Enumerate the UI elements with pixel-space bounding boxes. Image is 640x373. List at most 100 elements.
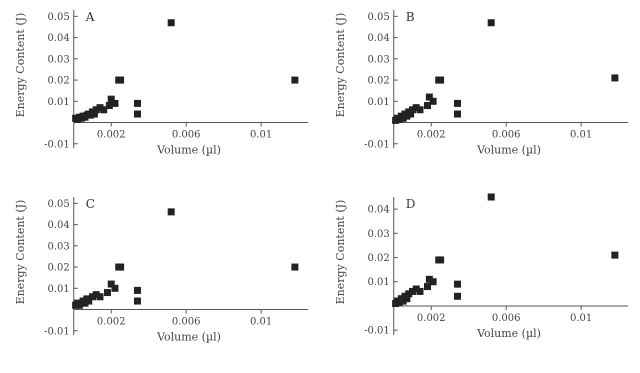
data-point <box>81 299 89 307</box>
y-tick-label: -0.01 <box>44 326 70 337</box>
data-point <box>105 102 113 110</box>
data-point <box>408 287 416 295</box>
x-tick-label: 0.002 <box>97 317 126 328</box>
data-point <box>291 76 299 84</box>
x-tick-label: 0.002 <box>417 130 446 141</box>
chart-d-svg: -0.01 0.01 0.02 0.03 0.04 0.002 0.006 0.01 Volum… <box>334 193 628 340</box>
chart-b-svg: -0.01 0.01 0.02 0.03 0.04 0.05 0.002 0.006 0.01 V… <box>334 10 628 157</box>
data-point <box>611 74 619 82</box>
x-axis-title: Volume (µl) <box>156 331 221 344</box>
x-tick-label: 0.006 <box>172 317 201 328</box>
x-axis-title: Volume (µl) <box>476 144 541 157</box>
y-tick-label: 0.04 <box>367 205 389 216</box>
data-point <box>133 99 141 107</box>
y-tick-label: 0.02 <box>367 76 389 87</box>
data-point <box>611 251 619 259</box>
data-point <box>453 110 461 118</box>
data-point <box>429 278 437 286</box>
y-tick-label: -0.01 <box>44 139 70 150</box>
y-tick-label: 0.03 <box>47 54 69 65</box>
y-tick-label: 0.05 <box>367 12 389 23</box>
data-point <box>107 95 115 103</box>
x-axis-title: Volume (µl) <box>476 327 541 340</box>
data-point <box>425 93 433 101</box>
y-tick-label: 0.02 <box>367 253 389 264</box>
data-point <box>403 112 411 120</box>
data-point <box>423 283 431 291</box>
data-point <box>85 297 93 305</box>
y-axis-title: Energy Content (J) <box>334 13 347 118</box>
x-tick-label: 0.01 <box>250 130 272 141</box>
y-tick-label: 0.05 <box>47 12 69 23</box>
y-tick-label: 0.01 <box>47 284 69 295</box>
y-tick-label: 0.04 <box>367 33 389 44</box>
data-point <box>96 104 104 112</box>
panel-label-a: A <box>85 10 95 24</box>
data-point <box>88 293 96 301</box>
y-tick-label: 0.01 <box>47 97 69 108</box>
data-point <box>100 106 108 114</box>
data-point <box>92 106 100 114</box>
chart-panel-c: -0.01 0.01 0.02 0.03 0.04 0.05 0.002 0.006 0.01 V… <box>0 187 320 373</box>
data-point <box>487 19 495 27</box>
y-tick-label: 0.03 <box>367 54 389 65</box>
y-tick-label: 0.05 <box>47 199 69 210</box>
data-point <box>133 297 141 305</box>
chart-c-svg: -0.01 0.01 0.02 0.03 0.04 0.05 0.002 0.006 0.01 V… <box>14 197 308 344</box>
data-point <box>453 292 461 300</box>
data-point <box>107 280 115 288</box>
y-tick-label: 0.02 <box>47 263 69 274</box>
data-point <box>111 99 119 107</box>
y-tick-label: 0.01 <box>367 97 389 108</box>
data-point <box>408 106 416 114</box>
y-tick-label: 0.02 <box>47 76 69 87</box>
data-point <box>412 104 420 112</box>
y-axis-title: Energy Content (J) <box>14 13 27 118</box>
data-point <box>416 106 424 114</box>
panel-label-d: D <box>406 197 416 211</box>
data-point <box>117 263 125 271</box>
y-axis-title: Energy Content (J) <box>14 200 27 305</box>
data-point <box>423 102 431 110</box>
data-point <box>133 110 141 118</box>
data-point <box>405 290 413 298</box>
x-axis-title: Volume (µl) <box>156 144 221 157</box>
data-point <box>425 275 433 283</box>
x-tick-label: 0.002 <box>417 313 446 324</box>
y-tick-label: -0.01 <box>364 326 390 337</box>
data-point <box>90 110 98 118</box>
x-tick-label: 0.006 <box>492 130 521 141</box>
x-tick-label: 0.01 <box>250 317 272 328</box>
data-point <box>407 110 415 118</box>
y-axis-title: Energy Content (J) <box>334 200 347 305</box>
data-point <box>399 297 407 305</box>
data-point <box>117 76 125 84</box>
y-tick-label: 0.04 <box>47 220 69 231</box>
x-tick-label: 0.01 <box>570 313 592 324</box>
data-point <box>437 76 445 84</box>
data-point <box>437 256 445 264</box>
data-point <box>395 298 403 306</box>
chart-panel-d: -0.01 0.01 0.02 0.03 0.04 0.002 0.006 0.01 Volum… <box>320 187 640 373</box>
data-point <box>403 295 411 303</box>
data-point <box>453 280 461 288</box>
data-point <box>96 293 104 301</box>
x-tick-label: 0.002 <box>97 130 126 141</box>
data-point <box>167 208 175 216</box>
data-point <box>399 114 407 122</box>
data-point <box>167 19 175 27</box>
chart-a-svg: -0.01 0.01 0.02 0.03 0.04 0.05 0.002 0.006 0.01 V… <box>14 10 308 157</box>
x-tick-label: 0.01 <box>570 130 592 141</box>
data-point <box>429 97 437 105</box>
data-point <box>103 289 111 297</box>
data-point <box>133 286 141 294</box>
y-tick-label: 0.01 <box>367 277 389 288</box>
data-point <box>111 284 119 292</box>
data-point <box>92 291 100 299</box>
data-point <box>291 263 299 271</box>
y-tick-label: 0.03 <box>47 241 69 252</box>
data-point <box>412 285 420 293</box>
x-tick-label: 0.006 <box>172 130 201 141</box>
data-point <box>453 99 461 107</box>
